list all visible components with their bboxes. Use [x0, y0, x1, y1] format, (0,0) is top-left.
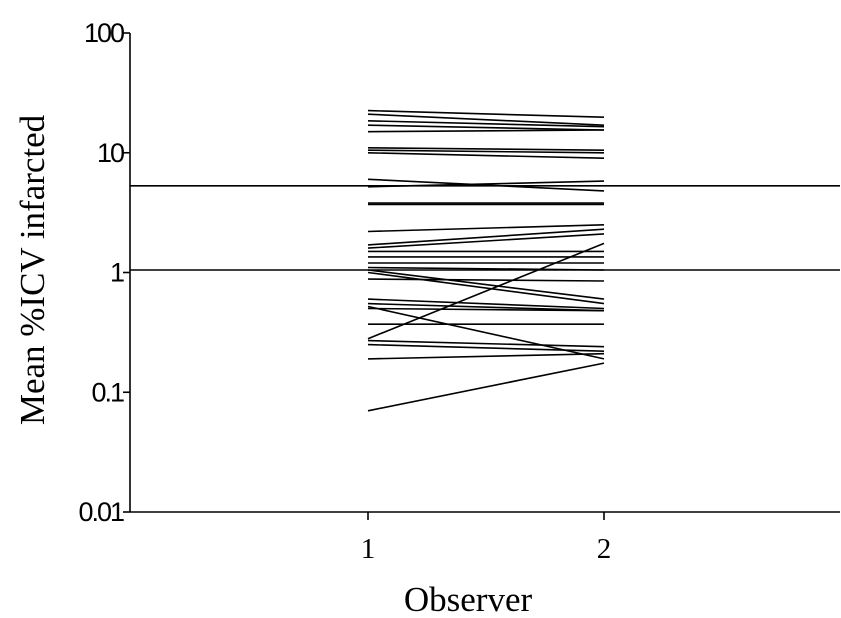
data-line-20: [367, 269, 605, 300]
data-lines: [367, 109, 605, 412]
data-line-21: [367, 271, 605, 305]
data-line-4: [367, 124, 605, 131]
data-line-13: [367, 224, 605, 233]
reference-lines: [130, 185, 840, 271]
y-tick-label-3: 1: [110, 258, 124, 288]
data-line-31: [367, 352, 605, 360]
data-line-23: [367, 298, 605, 310]
y-tick-label-4: 10: [97, 138, 124, 168]
axes: [123, 32, 840, 520]
x-tick-label-1: 1: [361, 533, 376, 565]
data-line-28: [367, 242, 605, 340]
tick-labels: 0.01 0.1 1 10 100 1 2: [78, 18, 611, 565]
y-tick-label-2: 0.1: [91, 377, 124, 407]
data-line-7: [367, 149, 605, 154]
data-line-1: [367, 109, 605, 118]
data-line-25: [367, 305, 605, 360]
data-line-6: [367, 147, 605, 151]
data-line-15: [367, 233, 605, 249]
data-line-8: [367, 152, 605, 159]
data-line-26: [367, 307, 605, 312]
data-line-3: [367, 120, 605, 128]
data-line-14: [367, 228, 605, 246]
data-line-22: [367, 278, 605, 282]
y-tick-label-5: 100: [84, 18, 124, 48]
y-axis-title: Mean %ICV infarcted: [13, 114, 52, 425]
y-tick-label-1: 0.01: [78, 497, 124, 527]
x-tick-label-2: 2: [597, 533, 612, 565]
x-axis-title: Observer: [404, 580, 533, 618]
data-line-29: [367, 339, 605, 348]
data-line-24: [367, 302, 605, 312]
data-line-5: [367, 129, 605, 133]
data-line-32: [367, 362, 605, 412]
data-line-30: [367, 343, 605, 352]
data-line-2: [367, 113, 605, 126]
